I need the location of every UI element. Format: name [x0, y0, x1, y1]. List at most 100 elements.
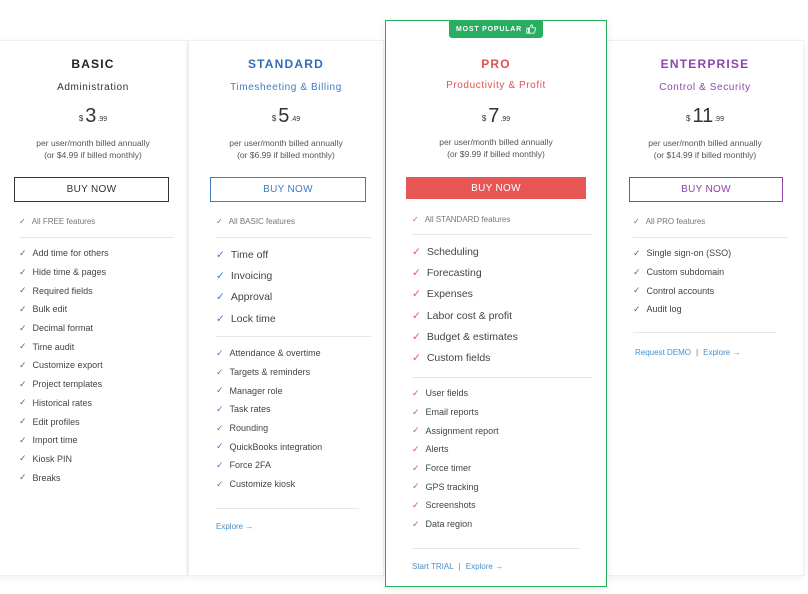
billing-monthly: (or $14.99 if billed monthly): [653, 150, 757, 160]
check-icon: ✓: [216, 422, 224, 433]
plan-name: PRO: [481, 57, 511, 71]
key-feature-list: ✓ Time off ✓ Invoicing ✓ Approval ✓ Lock tim…: [216, 244, 276, 329]
check-icon: ✓: [19, 266, 27, 277]
buy-now-button-pro[interactable]: BUY NOW: [406, 177, 586, 199]
footer-links: Start TRIAL | Explore →: [412, 562, 503, 571]
explore-link[interactable]: Explore →: [703, 348, 741, 357]
feature-item: ✓ Historical rates: [19, 397, 93, 408]
feature-item: ✓ Required fields: [19, 285, 93, 296]
price-integer: 3: [85, 105, 97, 127]
feature-list: ✓ Attendance & overtime ✓ Targets & remind…: [216, 344, 322, 494]
price-currency: $: [271, 114, 277, 123]
check-icon: ✓: [216, 441, 224, 452]
check-icon: ✓: [216, 385, 224, 396]
feature-list: ✓ User fields ✓ Email reports ✓ Assignment …: [412, 384, 499, 534]
divider: [216, 237, 371, 238]
all-features-label: All FREE features: [31, 217, 96, 226]
feature-item: ✓ Assignment report: [412, 425, 499, 436]
key-feature-item: ✓ Invoicing: [216, 269, 273, 282]
price-cents: .99: [714, 116, 724, 123]
plan-subtitle: Control & Security: [659, 82, 751, 93]
price-currency: $: [686, 114, 691, 123]
feature-item: ✓ User fields: [412, 387, 469, 399]
buy-now-button-basic[interactable]: BUY NOW: [14, 177, 169, 202]
start-trial-link[interactable]: Start TRIAL: [412, 562, 454, 571]
check-icon: ✓: [412, 352, 421, 365]
check-icon: ✓: [633, 247, 641, 258]
key-feature-item: ✓ Scheduling: [412, 245, 479, 258]
check-icon: ✓: [412, 443, 420, 454]
request-demo-link[interactable]: Request DEMO: [635, 348, 692, 357]
plan-price: $7.99: [386, 105, 606, 128]
price-currency: $: [481, 114, 487, 123]
check-icon: ✓: [412, 425, 420, 436]
check-icon: ✓: [19, 453, 27, 464]
billing-monthly: (or $9.99 if billed monthly): [447, 149, 545, 159]
plan-card-enterprise: ENTERPRISE Control & Security $11.99 per…: [606, 40, 804, 576]
plan-subtitle: Productivity & Profit: [446, 80, 546, 91]
check-icon: ✓: [412, 499, 420, 510]
check-icon: ✓: [633, 303, 641, 314]
feature-item: ✓ Alerts: [412, 443, 449, 455]
plan-price: $5.49: [189, 105, 383, 128]
link-separator: |: [696, 348, 699, 357]
price-currency: $: [78, 114, 84, 123]
check-icon: ✓: [19, 378, 27, 389]
key-feature-item: ✓ Forecasting: [412, 266, 482, 279]
feature-item: ✓ GPS tracking: [412, 481, 479, 492]
plan-price: $3.99: [0, 105, 187, 128]
check-icon: ✓: [19, 416, 27, 427]
check-icon: ✓: [412, 266, 421, 279]
billing-annual: per user/month billed annually: [229, 138, 343, 148]
feature-item: ✓ Project templates: [19, 378, 103, 390]
check-icon: ✓: [412, 309, 421, 322]
plan-card-basic: BASIC Administration $3.99 per user/mont…: [0, 40, 188, 576]
feature-item: ✓ QuickBooks integration: [216, 441, 323, 452]
price-integer: 11: [692, 105, 714, 127]
all-features-line: ✓ All BASIC features: [216, 217, 295, 226]
all-features-label: All PRO features: [645, 217, 706, 226]
plan-subtitle: Timesheeting & Billing: [230, 82, 342, 93]
all-features-line: ✓ All PRO features: [633, 217, 705, 226]
check-icon: ✓: [633, 266, 641, 277]
feature-item: ✓ Hide time & pages: [19, 266, 107, 278]
feature-item: ✓ Manager role: [216, 385, 283, 396]
feature-item: ✓ Screenshots: [412, 499, 476, 511]
check-icon: ✓: [19, 322, 27, 333]
feature-item: ✓ Add time for others: [19, 247, 109, 259]
divider: [412, 548, 580, 549]
feature-item: ✓ Edit profiles: [19, 416, 80, 427]
buy-now-button-standard[interactable]: BUY NOW: [210, 177, 366, 202]
feature-item: ✓ Customize kiosk: [216, 478, 296, 490]
explore-link[interactable]: Explore →: [465, 562, 504, 571]
all-features-line: ✓ All STANDARD features: [412, 215, 510, 224]
key-feature-item: ✓ Custom fields: [412, 352, 491, 365]
badge-label: MOST POPULAR: [456, 25, 522, 33]
check-icon: ✓: [412, 245, 421, 258]
check-icon: ✓: [633, 285, 641, 296]
check-icon: ✓: [412, 406, 420, 417]
check-icon: ✓: [19, 359, 27, 370]
check-icon: ✓: [19, 434, 27, 445]
feature-item: ✓ Audit log: [633, 303, 682, 315]
price-cents: .49: [290, 116, 301, 123]
buy-now-button-enterprise[interactable]: BUY NOW: [629, 177, 783, 202]
check-icon: ✓: [216, 248, 225, 261]
price-cents: .99: [500, 116, 511, 123]
explore-link[interactable]: Explore →: [216, 522, 254, 531]
billing-info: per user/month billed annually (or $14.9…: [607, 137, 803, 161]
check-icon: ✓: [412, 387, 420, 398]
feature-list: ✓ Add time for others ✓ Hide time & pages …: [19, 244, 109, 487]
divider: [633, 237, 788, 238]
check-icon: ✓: [216, 217, 223, 226]
feature-item: ✓ Force 2FA: [216, 459, 272, 471]
feature-item: ✓ Import time: [19, 434, 78, 446]
feature-item: ✓ Bulk edit: [19, 303, 68, 315]
feature-item: ✓ Single sign-on (SSO): [633, 247, 732, 259]
divider: [412, 234, 592, 235]
plan-name: STANDARD: [247, 57, 325, 71]
all-features-label: All STANDARD features: [424, 215, 511, 224]
all-features-label: All BASIC features: [228, 217, 295, 226]
key-feature-item: ✓ Approval: [216, 291, 273, 304]
check-icon: ✓: [216, 269, 225, 282]
